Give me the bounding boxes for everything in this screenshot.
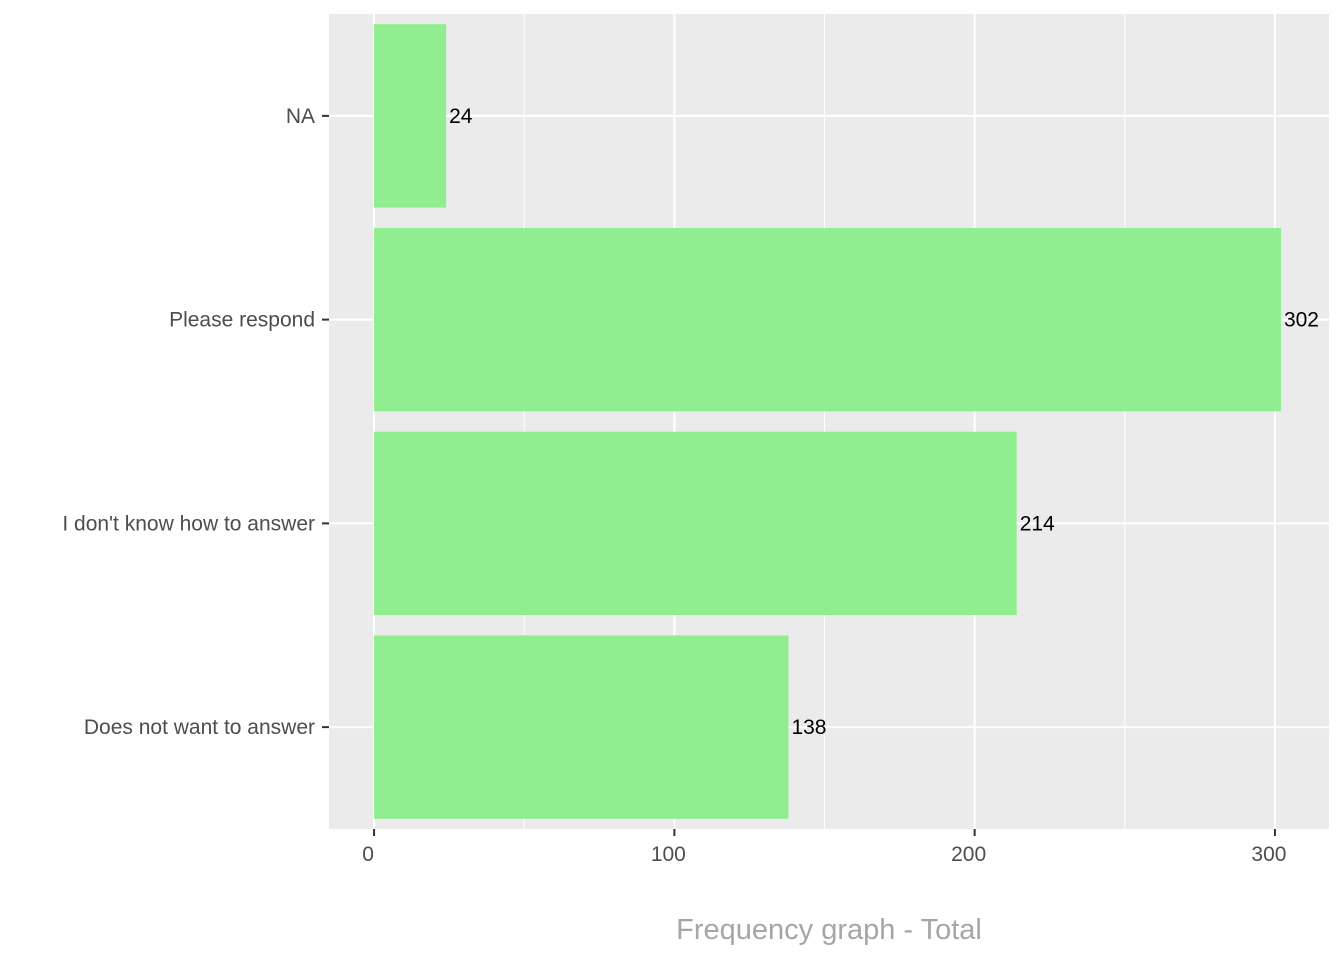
y-tick-label: Does not want to answer bbox=[84, 716, 315, 739]
x-axis: 0 100 200 300 bbox=[362, 829, 1286, 866]
y-axis: NA Please respond I don't know how to answ… bbox=[62, 105, 329, 739]
x-tick-label: 200 bbox=[951, 843, 986, 866]
x-tick-label: 100 bbox=[651, 843, 686, 866]
bar bbox=[374, 431, 1017, 616]
x-tick-label: 0 bbox=[362, 843, 374, 866]
bars bbox=[374, 24, 1281, 819]
bar bbox=[374, 24, 447, 208]
data-label: 214 bbox=[1020, 512, 1055, 535]
y-tick-label: NA bbox=[286, 105, 315, 128]
data-labels: 24 302 214 138 bbox=[449, 105, 1319, 739]
data-label: 138 bbox=[791, 716, 826, 739]
data-label: 24 bbox=[449, 105, 473, 128]
bar bbox=[374, 227, 1281, 412]
x-tick-label: 300 bbox=[1251, 843, 1286, 866]
y-tick-label: I don't know how to answer bbox=[62, 512, 315, 535]
y-tick-label: Please respond bbox=[169, 309, 315, 332]
x-axis-title: Frequency graph - Total bbox=[676, 914, 982, 946]
data-label: 302 bbox=[1284, 309, 1319, 332]
bar bbox=[374, 635, 789, 819]
